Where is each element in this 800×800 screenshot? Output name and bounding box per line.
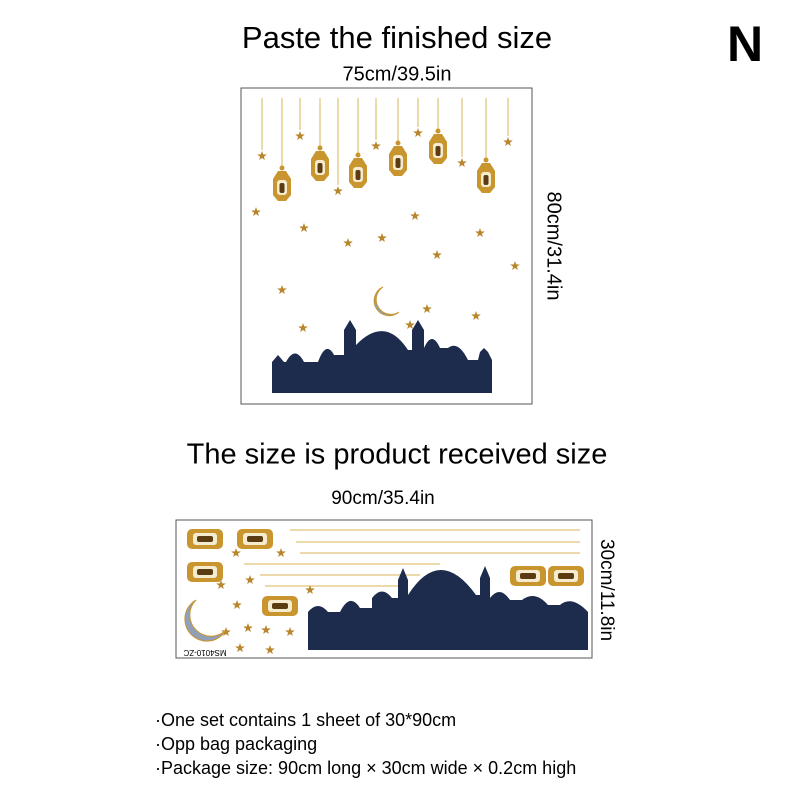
hanging-decor — [251, 98, 520, 332]
width-label: 75cm/39.5in — [343, 63, 452, 85]
sheet-frame — [175, 519, 593, 659]
height-label: 30cm/11.8in — [596, 539, 617, 641]
section-title: Paste the finished size — [242, 20, 552, 55]
note: ·Opp bag packaging — [155, 734, 317, 754]
mosque-silhouette — [308, 566, 588, 650]
sheet-decor — [187, 529, 584, 654]
note: ·One set contains 1 sheet of 30*90cm — [155, 710, 456, 730]
crescent — [373, 286, 400, 317]
badge: N — [727, 16, 763, 72]
height-label: 80cm/31.4in — [543, 192, 565, 301]
width-label: 90cm/35.4in — [331, 488, 435, 509]
finished-frame — [240, 87, 533, 405]
mosque-silhouette — [272, 320, 492, 393]
section-title: The size is product received size — [187, 439, 608, 471]
crescent — [184, 599, 227, 642]
sheet-code: MS4010-ZC — [183, 648, 226, 657]
note: ·Package size: 90cm long × 30cm wide × 0… — [155, 758, 576, 778]
